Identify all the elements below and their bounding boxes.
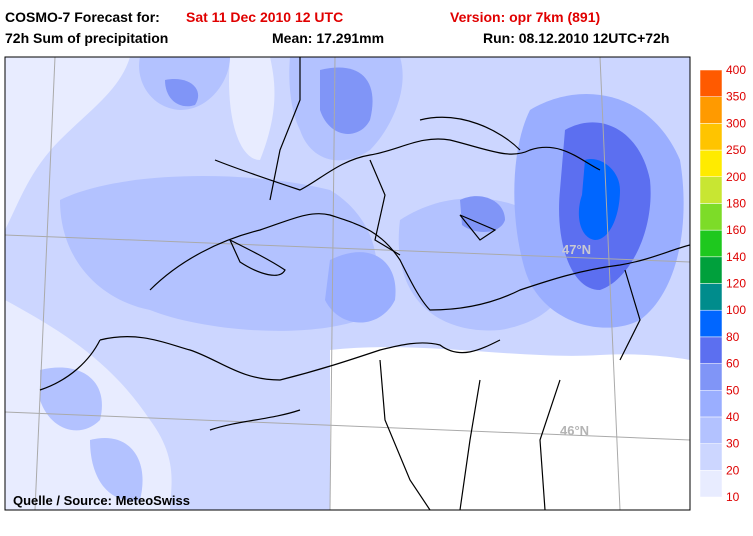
legend-swatch [699,256,723,284]
latitude-label: 46°N [560,423,589,438]
legend-label: 300 [726,116,746,130]
legend-swatch [699,416,723,444]
legend-swatch [699,309,723,338]
legend-swatch [699,96,723,124]
legend-label: 30 [726,437,740,451]
latitude-label: 47°N [562,242,591,257]
product: 72h Sum of precipitation [5,30,168,46]
legend-label: 200 [726,170,746,184]
legend-label: 400 [726,63,746,77]
forecast-time: Sat 11 Dec 2010 12 UTC [186,9,343,25]
legend-swatch [699,470,723,498]
version: Version: opr 7km (891) [450,9,600,25]
color-legend: 10 20 30 40 50 60 80 100 120 140 160 180 200 250 300 35… [699,63,746,504]
legend-swatch [699,69,723,97]
legend-label: 50 [726,383,740,397]
legend-swatch [699,176,723,204]
legend-swatch [699,229,723,258]
legend-label: 250 [726,143,746,157]
legend-swatch [699,443,723,471]
legend-label: 180 [726,196,746,210]
mean: Mean: 17.291mm [272,30,384,46]
legend-swatch [699,283,723,311]
title-prefix: COSMO-7 Forecast for: [5,9,160,25]
legend-swatch [699,336,723,364]
legend-swatch [699,363,723,391]
legend-label: 100 [726,303,746,317]
legend-label: 80 [726,330,740,344]
legend-label: 20 [726,463,740,477]
legend-swatch [699,123,723,151]
legend-swatch [699,149,723,177]
map: 47°N 46°N Quelle / Source: MeteoSwiss [4,56,691,511]
legend-label: 140 [726,250,746,264]
legend-label: 60 [726,357,740,371]
legend-label: 160 [726,223,746,237]
source: Quelle / Source: MeteoSwiss [13,493,190,508]
legend-label: 10 [726,490,740,504]
legend-swatch [699,203,723,231]
legend-label: 40 [726,410,740,424]
run: Run: 08.12.2010 12UTC+72h [483,30,669,46]
legend-label: 350 [726,90,746,104]
legend-label: 120 [726,277,746,291]
legend-swatch [699,390,723,418]
